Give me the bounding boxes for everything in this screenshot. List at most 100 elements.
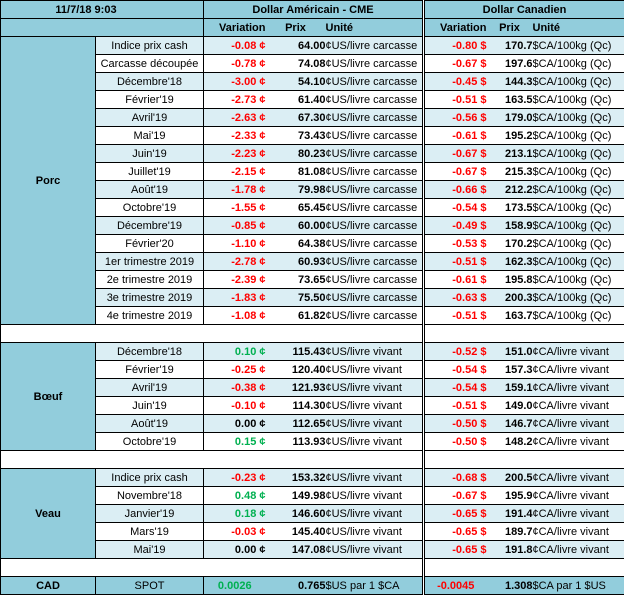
usd-prix: 115.43 — [266, 343, 326, 361]
usd-variation: 0.00 ¢ — [204, 541, 266, 559]
cad-variation: -0.63 $ — [424, 289, 487, 307]
spot-usd-prix: 0.765 — [266, 577, 326, 595]
cad-unit: $CA/100kg (Qc) — [533, 253, 624, 271]
cad-unit: $CA/100kg (Qc) — [533, 91, 624, 109]
row-label: Avril'19 — [96, 379, 204, 397]
spacer-cell — [1, 559, 424, 577]
cad-unit: $CA/100kg (Qc) — [533, 37, 624, 55]
row-label: Décembre'18 — [96, 343, 204, 361]
row-label: Août'19 — [96, 181, 204, 199]
usd-unit: ¢US/livre carcasse — [326, 37, 424, 55]
cad-variation: -0.61 $ — [424, 271, 487, 289]
usd-title: Dollar Américain - CME — [204, 1, 424, 19]
usd-unit: ¢US/livre vivant — [326, 505, 424, 523]
usd-prix: 81.08 — [266, 163, 326, 181]
usd-unit: ¢US/livre carcasse — [326, 253, 424, 271]
cad-variation: -0.67 $ — [424, 145, 487, 163]
usd-prix: 60.00 — [266, 217, 326, 235]
header-row-2: Variation Prix Unité Variation Prix Unit… — [1, 19, 624, 37]
cad-variation: -0.65 $ — [424, 523, 487, 541]
row-label: Juillet'19 — [96, 163, 204, 181]
cad-unit: $CA/100kg (Qc) — [533, 145, 624, 163]
cad-col-unite: Unité — [533, 19, 624, 37]
cad-unit: $CA/100kg (Qc) — [533, 181, 624, 199]
usd-variation: -2.73 ¢ — [204, 91, 266, 109]
usd-unit: ¢US/livre vivant — [326, 487, 424, 505]
spot-usd-unit: $US par 1 $CA — [326, 577, 424, 595]
cad-prix: 157.3 — [487, 361, 533, 379]
section-label-porc: Porc — [1, 37, 96, 325]
cad-unit: ¢CA/livre vivant — [533, 469, 624, 487]
usd-unit: ¢US/livre vivant — [326, 415, 424, 433]
cad-prix: 158.9 — [487, 217, 533, 235]
cad-prix: 148.2 — [487, 433, 533, 451]
usd-prix: 120.40 — [266, 361, 326, 379]
row-label: Mai'19 — [96, 127, 204, 145]
usd-variation: -2.15 ¢ — [204, 163, 266, 181]
cad-prix: 195.8 — [487, 271, 533, 289]
row-label: Décembre'18 — [96, 73, 204, 91]
section-label-cad: CAD — [1, 577, 96, 595]
usd-variation: -2.23 ¢ — [204, 145, 266, 163]
row-label: Août'19 — [96, 415, 204, 433]
usd-prix: 149.98 — [266, 487, 326, 505]
usd-variation: 0.00 ¢ — [204, 415, 266, 433]
usd-unit: ¢US/livre vivant — [326, 523, 424, 541]
row-label: Indice prix cash — [96, 469, 204, 487]
usd-variation: -1.78 ¢ — [204, 181, 266, 199]
usd-prix: 54.10 — [266, 73, 326, 91]
row-label: Octobre'19 — [96, 199, 204, 217]
usd-variation: -0.85 ¢ — [204, 217, 266, 235]
row-label: Mars'19 — [96, 523, 204, 541]
cad-unit: ¢CA/livre vivant — [533, 523, 624, 541]
usd-unit: ¢US/livre vivant — [326, 361, 424, 379]
usd-unit: ¢US/livre vivant — [326, 433, 424, 451]
cad-unit: ¢CA/livre vivant — [533, 379, 624, 397]
cad-prix: 197.6 — [487, 55, 533, 73]
cad-prix: 146.7 — [487, 415, 533, 433]
cad-variation: -0.52 $ — [424, 343, 487, 361]
usd-variation: 0.10 ¢ — [204, 343, 266, 361]
cad-unit: ¢CA/livre vivant — [533, 361, 624, 379]
cad-prix: 144.3 — [487, 73, 533, 91]
cad-prix: 151.0 — [487, 343, 533, 361]
usd-variation: -0.10 ¢ — [204, 397, 266, 415]
usd-prix: 146.60 — [266, 505, 326, 523]
cad-variation: -0.67 $ — [424, 163, 487, 181]
usd-prix: 121.93 — [266, 379, 326, 397]
usd-unit: ¢US/livre vivant — [326, 397, 424, 415]
row-label: Juin'19 — [96, 145, 204, 163]
cad-unit: ¢CA/livre vivant — [533, 487, 624, 505]
cad-prix: 200.3 — [487, 289, 533, 307]
usd-prix: 73.43 — [266, 127, 326, 145]
cad-prix: 173.5 — [487, 199, 533, 217]
cad-variation: -0.61 $ — [424, 127, 487, 145]
cad-variation: -0.50 $ — [424, 415, 487, 433]
usd-col-variation: Variation — [204, 19, 266, 37]
row-label: Novembre'18 — [96, 487, 204, 505]
cad-unit: ¢CA/livre vivant — [533, 415, 624, 433]
usd-variation: 0.18 ¢ — [204, 505, 266, 523]
cad-prix: 213.1 — [487, 145, 533, 163]
cad-variation: -0.66 $ — [424, 181, 487, 199]
usd-prix: 61.82 — [266, 307, 326, 325]
usd-unit: ¢US/livre carcasse — [326, 181, 424, 199]
usd-variation: -2.78 ¢ — [204, 253, 266, 271]
usd-prix: 61.40 — [266, 91, 326, 109]
spot-cad-variation: -0.0045 — [424, 577, 487, 595]
row-label: Février'20 — [96, 235, 204, 253]
usd-prix: 114.30 — [266, 397, 326, 415]
usd-unit: ¢US/livre carcasse — [326, 127, 424, 145]
cad-unit: $CA/100kg (Qc) — [533, 163, 624, 181]
spacer-cell — [424, 559, 624, 577]
cad-prix: 195.2 — [487, 127, 533, 145]
cad-variation: -0.51 $ — [424, 307, 487, 325]
row-label: Janvier'19 — [96, 505, 204, 523]
usd-variation: -0.78 ¢ — [204, 55, 266, 73]
row-label: Mai'19 — [96, 541, 204, 559]
usd-variation: -1.08 ¢ — [204, 307, 266, 325]
usd-prix: 64.38 — [266, 235, 326, 253]
